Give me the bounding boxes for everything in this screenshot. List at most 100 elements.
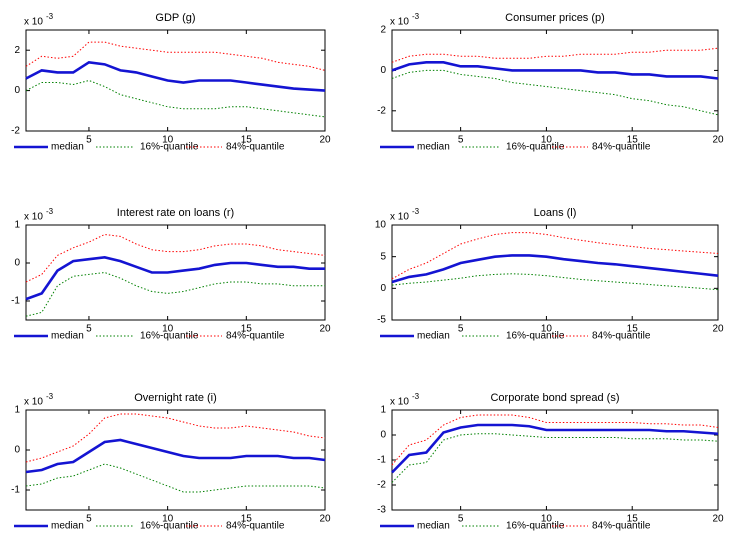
y-tick-label: -2	[11, 126, 20, 137]
legend-label: 16%-quantile	[140, 142, 199, 153]
chart-title: Loans (l)	[534, 207, 577, 219]
series-line	[25, 255, 325, 301]
axis-multiplier: x 10	[24, 397, 43, 408]
axis-multiplier-exponent: -3	[46, 12, 54, 21]
series-line	[25, 438, 326, 474]
legend-label: 84%-quantile	[592, 521, 651, 532]
legend-label: median	[417, 331, 450, 342]
y-tick-label: -1	[377, 455, 386, 466]
x-tick-label: 20	[712, 135, 724, 146]
x-tick-label: 5	[458, 135, 464, 146]
x-tick-label: 5	[86, 135, 92, 146]
x-tick-label: 15	[241, 514, 253, 525]
series-line	[391, 69, 719, 116]
x-tick-label: 20	[319, 514, 331, 525]
x-tick-label: 10	[541, 135, 553, 146]
panel: Corporate bond spread (s)x 10-3-3-2-1015…	[377, 392, 724, 532]
x-tick-label: 10	[162, 514, 174, 525]
legend-label: median	[51, 331, 84, 342]
chart-title: Overnight rate (i)	[134, 392, 217, 404]
legend-label: 16%-quantile	[140, 521, 199, 532]
axis-multiplier-exponent: -3	[46, 207, 54, 216]
legend-label: 84%-quantile	[226, 331, 285, 342]
legend-label: 84%-quantile	[226, 142, 285, 153]
x-tick-label: 5	[86, 324, 92, 335]
x-tick-label: 10	[162, 324, 174, 335]
y-tick-label: 0	[380, 283, 386, 294]
x-tick-label: 5	[458, 514, 464, 525]
axis-multiplier-exponent: -3	[46, 392, 54, 401]
series-line	[391, 433, 719, 483]
y-tick-label: 1	[14, 220, 20, 231]
plot-area	[391, 29, 719, 132]
y-tick-label: -2	[377, 480, 386, 491]
chart-title: Corporate bond spread (s)	[490, 392, 619, 404]
x-tick-label: 15	[627, 514, 639, 525]
y-tick-label: 5	[380, 251, 386, 262]
legend-label: 84%-quantile	[226, 521, 285, 532]
y-tick-label: 0	[380, 65, 386, 76]
y-tick-label: -1	[11, 485, 20, 496]
legend-label: 16%-quantile	[506, 521, 565, 532]
x-tick-label: 20	[319, 324, 331, 335]
axis-multiplier: x 10	[390, 212, 409, 223]
y-tick-label: -3	[377, 505, 386, 516]
series-line	[25, 271, 325, 317]
series-line	[25, 41, 326, 71]
legend-label: 84%-quantile	[592, 142, 651, 153]
legend-label: 16%-quantile	[506, 331, 565, 342]
legend-label: 16%-quantile	[140, 331, 199, 342]
chart-title: Interest rate on loans (r)	[117, 207, 234, 219]
y-tick-label: 2	[14, 45, 20, 56]
x-tick-label: 15	[627, 324, 639, 335]
legend-label: 84%-quantile	[592, 331, 651, 342]
series-line	[391, 254, 719, 284]
x-tick-label: 20	[712, 324, 724, 335]
legend-label: median	[51, 142, 84, 153]
x-tick-label: 15	[241, 135, 253, 146]
series-line	[391, 47, 719, 63]
y-tick-label: -2	[377, 105, 386, 116]
chart-title: GDP (g)	[155, 12, 195, 24]
y-tick-label: 2	[380, 25, 386, 36]
y-tick-label: 0	[14, 445, 20, 456]
plot-area	[25, 409, 326, 511]
axis-multiplier: x 10	[24, 212, 43, 223]
series-line	[391, 232, 719, 280]
axis-multiplier: x 10	[390, 397, 409, 408]
x-tick-label: 20	[319, 135, 331, 146]
x-tick-label: 5	[86, 514, 92, 525]
plot-area	[391, 409, 719, 511]
series-line	[25, 413, 326, 463]
series-line	[391, 414, 719, 466]
y-tick-label: 10	[375, 220, 387, 231]
chart-title: Consumer prices (p)	[505, 12, 605, 24]
y-tick-label: 1	[380, 405, 386, 416]
legend-label: median	[417, 142, 450, 153]
x-tick-label: 15	[241, 324, 253, 335]
legend-label: median	[417, 521, 450, 532]
x-tick-label: 10	[162, 135, 174, 146]
axis-multiplier: x 10	[24, 17, 43, 28]
x-tick-label: 20	[712, 514, 724, 525]
x-tick-label: 5	[458, 324, 464, 335]
series-line	[25, 79, 326, 118]
series-line	[391, 423, 719, 474]
axis-multiplier-exponent: -3	[412, 12, 420, 21]
y-tick-label: -5	[377, 315, 386, 326]
panel: Consumer prices (p) x 10-3 -2 0 2 5 10 15 20 medi…	[377, 12, 724, 153]
y-tick-label: 1	[14, 405, 20, 416]
y-tick-label: 0	[14, 85, 20, 96]
x-tick-label: 15	[627, 135, 639, 146]
y-tick-label: -1	[11, 296, 20, 307]
legend-label: 16%-quantile	[506, 142, 565, 153]
plot-area	[391, 224, 719, 321]
x-tick-label: 10	[541, 324, 553, 335]
legend-label: median	[51, 521, 84, 532]
series-line	[25, 60, 326, 92]
y-tick-label: 0	[380, 430, 386, 441]
